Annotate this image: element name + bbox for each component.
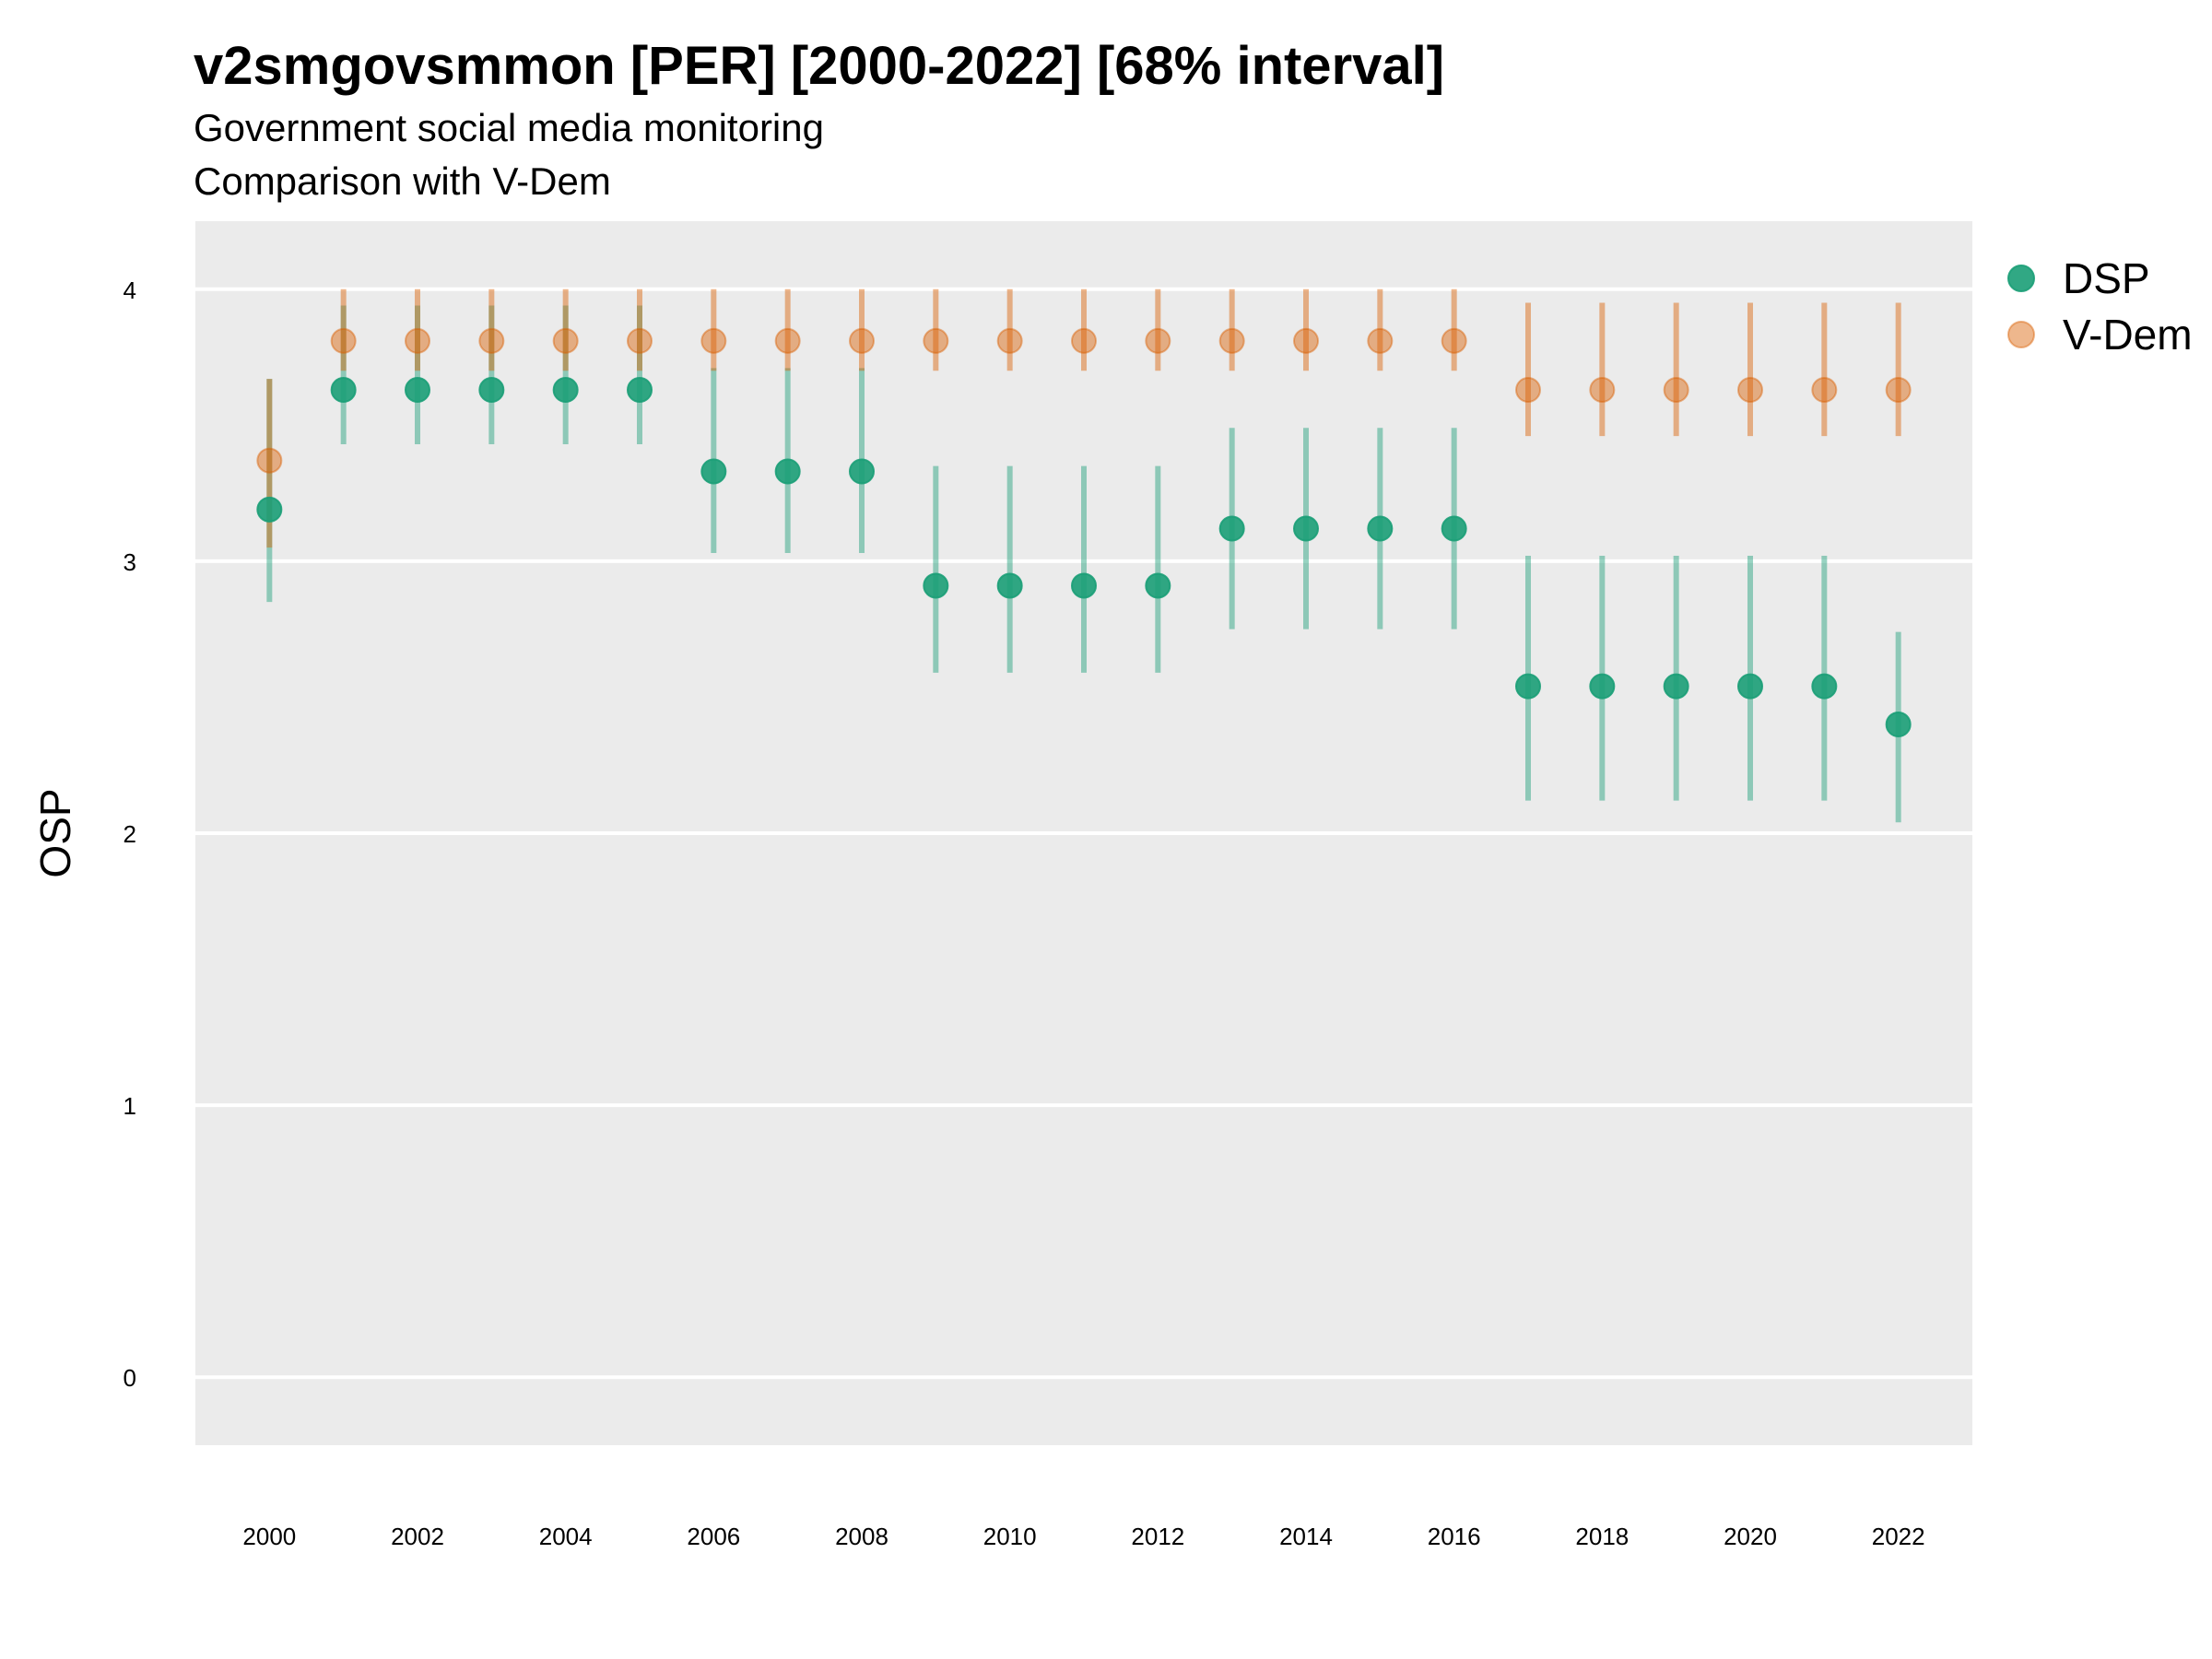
- data-point: [923, 572, 949, 599]
- data-point: [700, 458, 727, 485]
- data-point: [330, 376, 357, 403]
- data-point: [478, 327, 505, 354]
- x-tick-label: 2000: [242, 1523, 296, 1550]
- x-tick-label: 2018: [1575, 1523, 1629, 1550]
- data-point: [1367, 515, 1394, 542]
- series-points-1: [256, 327, 1912, 474]
- data-point: [1515, 673, 1541, 700]
- chart-title: v2smgovsmmon [PER] [2000-2022] [68% inte…: [194, 36, 1445, 96]
- grid-lines: [195, 287, 1972, 1380]
- x-tick-label: 2022: [1872, 1523, 1925, 1550]
- data-point: [774, 458, 801, 485]
- data-point: [1589, 673, 1616, 700]
- x-tick-label: 2008: [835, 1523, 888, 1550]
- data-point: [1589, 376, 1616, 403]
- data-point: [552, 327, 579, 354]
- data-point: [1515, 376, 1541, 403]
- data-point: [849, 327, 875, 354]
- data-point: [330, 327, 357, 354]
- x-tick-label: 2014: [1279, 1523, 1333, 1550]
- data-point: [1737, 376, 1763, 403]
- data-point: [700, 327, 727, 354]
- data-point: [627, 376, 653, 403]
- data-point: [256, 447, 283, 474]
- data-point: [1885, 376, 1912, 403]
- legend-key: [2007, 265, 2035, 292]
- y-tick-label: 4: [124, 276, 136, 304]
- data-point: [1663, 376, 1689, 403]
- data-point: [1071, 572, 1097, 599]
- series-layer: [256, 288, 1912, 823]
- legend: DSP V-Dem: [2007, 254, 2193, 359]
- y-tick-label: 3: [124, 548, 136, 576]
- y-tick-label: 2: [124, 820, 136, 848]
- data-point: [996, 327, 1023, 354]
- legend-key: [2007, 321, 2035, 348]
- x-tick-label: 2002: [391, 1523, 444, 1550]
- series-1: [266, 288, 1901, 548]
- data-point: [627, 327, 653, 354]
- x-tick-label: 2010: [983, 1523, 1037, 1550]
- x-tick-label: 2016: [1428, 1523, 1481, 1550]
- y-tick-label: 0: [124, 1364, 136, 1392]
- data-point: [996, 572, 1023, 599]
- data-point: [1811, 673, 1838, 700]
- x-tick-label: 2006: [687, 1523, 740, 1550]
- data-point: [774, 327, 801, 354]
- data-point: [849, 458, 875, 485]
- x-axis-ticks: 2000 2002 2004 2006 2008 2010 2012 2014 2016 2018…: [242, 1523, 1924, 1550]
- chart-subtitle: Government social media monitoring: [194, 106, 824, 149]
- data-point: [1145, 572, 1171, 599]
- data-point: [1367, 327, 1394, 354]
- data-point: [256, 496, 283, 523]
- y-tick-label: 1: [124, 1092, 136, 1120]
- data-point: [1293, 515, 1319, 542]
- data-point: [1293, 327, 1319, 354]
- data-point: [1218, 327, 1245, 354]
- data-point: [1441, 515, 1467, 542]
- data-point: [923, 327, 949, 354]
- y-axis-title: OSP: [31, 788, 79, 877]
- x-tick-label: 2012: [1131, 1523, 1184, 1550]
- data-point: [478, 376, 505, 403]
- data-point: [1885, 711, 1912, 737]
- data-point: [1218, 515, 1245, 542]
- x-tick-label: 2004: [539, 1523, 593, 1550]
- data-point: [405, 327, 430, 354]
- data-point: [1441, 327, 1467, 354]
- legend-label: V-Dem: [2063, 311, 2193, 359]
- data-point: [1145, 327, 1171, 354]
- data-point: [405, 376, 430, 403]
- data-point: [552, 376, 579, 403]
- data-point: [1663, 673, 1689, 700]
- data-point: [1737, 673, 1763, 700]
- series-points-0: [256, 376, 1912, 737]
- data-point: [1071, 327, 1097, 354]
- data-point: [1811, 376, 1838, 403]
- x-tick-label: 2020: [1724, 1523, 1777, 1550]
- y-axis-ticks: 0 1 2 3 4: [124, 276, 136, 1392]
- chart-caption: Comparison with V-Dem: [194, 159, 611, 203]
- legend-label: DSP: [2063, 254, 2150, 302]
